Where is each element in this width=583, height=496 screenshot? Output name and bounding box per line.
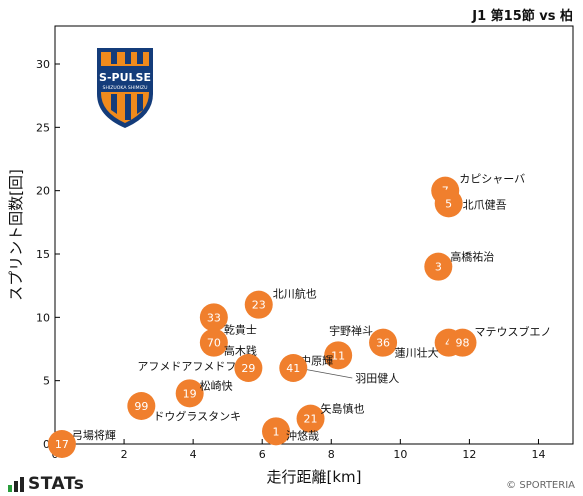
y-tick-label: 5: [43, 375, 50, 388]
plot-frame: [54, 25, 574, 445]
player-name-label: 乾貴士: [224, 322, 257, 336]
player-number-label: 41: [286, 362, 300, 375]
player-name-label: アフメドアフメドフ: [137, 360, 236, 373]
match-title: J1 第15節 vs 柏: [471, 8, 573, 24]
player-name-label: 蓮川壮大: [395, 346, 439, 360]
label-leader-line: [303, 368, 353, 379]
player-number-label: 11: [331, 349, 345, 362]
player-name-label: ドウグラスタンキ: [153, 409, 241, 423]
y-tick-label: 20: [36, 185, 50, 198]
player-point: [448, 328, 477, 357]
player-number-label: 5: [445, 197, 452, 210]
y-axis-label: スプリント回数[回]: [7, 169, 25, 301]
player-number-label: 36: [376, 337, 390, 350]
bar-chart-icon: [8, 476, 24, 492]
y-tick-label: 15: [36, 248, 50, 261]
player-number-label: 19: [183, 387, 197, 400]
stats-logo: STATs: [8, 474, 84, 494]
player-number-label: 17: [55, 438, 69, 451]
copyright: © SPORTERIA: [506, 480, 575, 491]
player-name-label: 羽田健人: [355, 372, 399, 385]
crest-name: S-PULSE: [99, 71, 151, 84]
stats-label: STATs: [28, 474, 85, 494]
player-number-label: 98: [455, 337, 469, 350]
player-number-label: 70: [207, 337, 221, 350]
player-point: [47, 430, 76, 458]
player-point: [199, 328, 228, 357]
player-point: [199, 303, 228, 332]
player-name-label: 北爪健吾: [463, 198, 507, 211]
crest-band: [99, 66, 151, 92]
x-tick-label: 4: [190, 448, 197, 461]
x-tick-label: 2: [121, 448, 128, 461]
player-number-label: 99: [134, 400, 148, 413]
player-point: [234, 354, 263, 382]
player-number-label: 1: [273, 425, 280, 438]
player-point: [175, 379, 204, 408]
crest-subtext: SHIZUOKA SHIMIZU: [103, 85, 148, 91]
x-axis-label: 走行距離[km]: [266, 468, 361, 486]
player-point: [296, 404, 325, 433]
player-point: [424, 252, 453, 281]
player-number-label: 23: [252, 299, 266, 312]
x-tick-label: 8: [328, 448, 335, 461]
player-point: [434, 189, 463, 218]
player-number-label: 21: [304, 413, 318, 426]
player-number-label: 3: [435, 261, 442, 274]
player-name-label: 北川航也: [273, 287, 317, 301]
club-crest-icon: S-PULSE SHIZUOKA SHIMIZU: [97, 48, 153, 128]
x-tick-label: 10: [393, 448, 407, 461]
crest-stripe-top: [111, 52, 143, 64]
player-name-label: 弓場将輝: [72, 429, 116, 442]
player-name-label: 沖悠哉: [286, 428, 319, 442]
y-tick-label: 30: [36, 58, 50, 71]
y-tick-label: 0: [43, 438, 50, 451]
player-name-label: 矢島慎也: [321, 402, 365, 416]
player-name-label: マテウスブエノ: [474, 325, 551, 339]
data-marks: 7カピシャーバ5北爪健吾3高橋祐治23北川航也33乾貴士70高木践36宇野禅斗4…: [47, 173, 551, 458]
player-number-label: 29: [241, 362, 255, 375]
y-tick-label: 10: [36, 311, 50, 324]
player-point: [324, 341, 353, 370]
player-point: [262, 417, 291, 446]
y-tick-label: 25: [36, 121, 50, 134]
x-tick-label: 6: [259, 448, 266, 461]
player-point: [369, 328, 398, 357]
player-point: [127, 392, 156, 420]
crest-stripe-bottom: [111, 94, 143, 120]
player-name-label: 高橋祐治: [450, 250, 494, 264]
x-tick-label: 12: [462, 448, 476, 461]
player-name-label: 中原輝: [300, 354, 333, 367]
player-point: [244, 290, 273, 319]
player-point: [279, 354, 308, 382]
player-name-label: カピシャーバ: [459, 173, 525, 186]
x-tick-label: 14: [531, 448, 545, 461]
player-name-label: 松崎快: [200, 378, 233, 392]
player-number-label: 33: [207, 311, 221, 324]
player-name-label: 宇野禅斗: [329, 324, 373, 338]
